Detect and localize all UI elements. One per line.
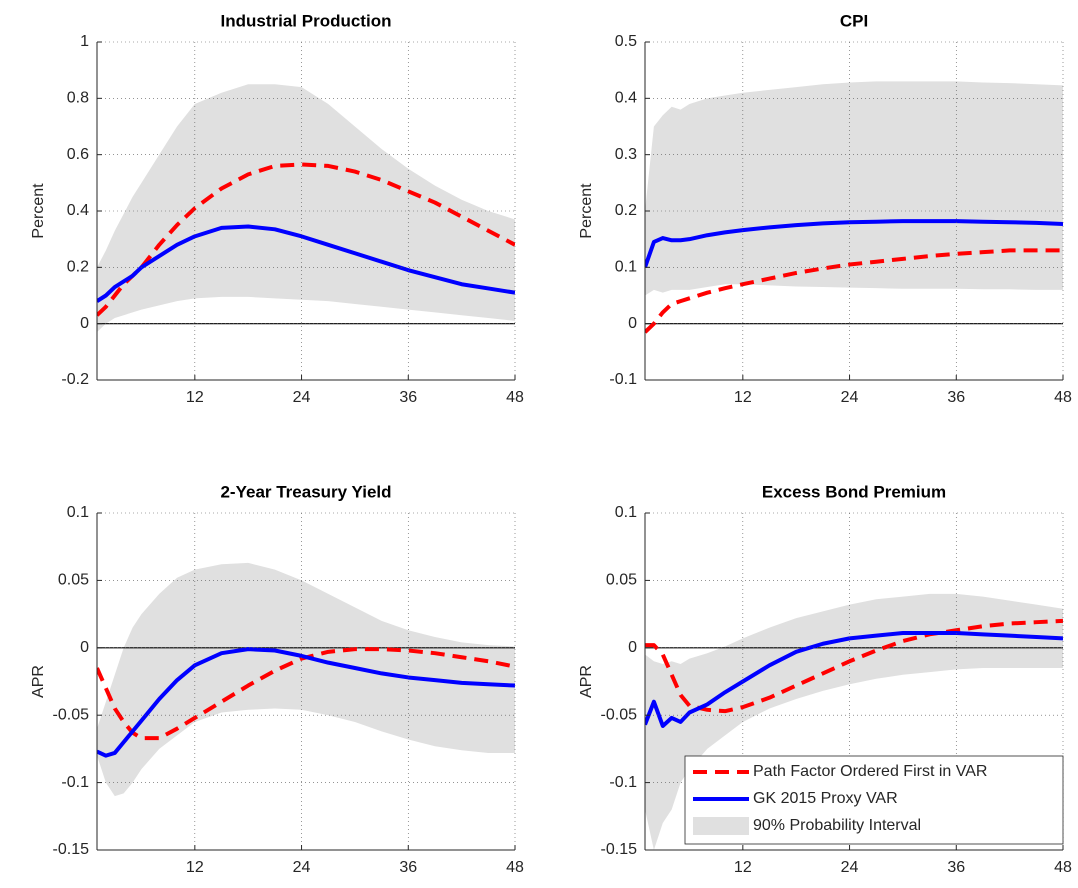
y-tick-label: 0.4 bbox=[615, 90, 637, 107]
legend-label: GK 2015 Proxy VAR bbox=[753, 790, 898, 807]
y-tick-label: 0.2 bbox=[615, 202, 637, 219]
y-axis-label: Percent bbox=[578, 183, 595, 239]
subplot: -0.15 -0.1 -0.05 0 0.05 0.1 12 24 36 48 Excess Bon… bbox=[578, 482, 1072, 876]
x-tick-label: 36 bbox=[947, 389, 965, 406]
subplot-title: Industrial Production bbox=[221, 11, 392, 30]
y-tick-label: 0.6 bbox=[67, 146, 89, 163]
y-tick-label: -0.05 bbox=[601, 706, 638, 723]
y-tick-label: -0.15 bbox=[53, 841, 90, 858]
y-tick-label: 0.3 bbox=[615, 146, 637, 163]
y-tick-label: -0.2 bbox=[61, 371, 89, 388]
y-tick-label: 0 bbox=[80, 315, 89, 332]
y-tick-label: 0.1 bbox=[615, 259, 637, 276]
y-tick-label: 0.05 bbox=[606, 572, 637, 589]
y-tick-label: 0 bbox=[80, 639, 89, 656]
subplot-title: Excess Bond Premium bbox=[762, 482, 946, 501]
y-tick-label: -0.15 bbox=[601, 841, 638, 858]
x-tick-label: 48 bbox=[506, 389, 524, 406]
y-tick-label: 0 bbox=[628, 639, 637, 656]
subplot-title: 2-Year Treasury Yield bbox=[220, 482, 391, 501]
series-line bbox=[645, 618, 1063, 714]
x-tick-label: 12 bbox=[186, 389, 204, 406]
y-axis-label: Percent bbox=[30, 183, 47, 239]
probability-band bbox=[97, 84, 515, 333]
series-line bbox=[645, 219, 1063, 268]
y-tick-label: 1 bbox=[80, 33, 89, 50]
y-axis-label: APR bbox=[30, 665, 47, 698]
x-tick-label: 48 bbox=[1054, 389, 1072, 406]
legend-label: 90% Probability Interval bbox=[753, 817, 921, 834]
y-tick-label: -0.1 bbox=[61, 774, 89, 791]
subplot: -0.1 0 0.1 0.2 0.3 0.4 0.5 12 24 36 48 CPI Percent bbox=[578, 11, 1072, 406]
probability-band bbox=[645, 81, 1063, 296]
y-tick-label: -0.05 bbox=[53, 706, 90, 723]
legend-swatch bbox=[693, 817, 749, 835]
y-tick-label: 0.5 bbox=[615, 33, 637, 50]
x-tick-label: 36 bbox=[399, 389, 417, 406]
subplot-title: CPI bbox=[840, 11, 868, 30]
y-tick-label: 0.8 bbox=[67, 90, 89, 107]
subplot: -0.2 0 0.2 0.4 0.6 0.8 1 12 24 36 48 Industrial Pro… bbox=[30, 11, 524, 406]
y-tick-label: -0.1 bbox=[609, 371, 637, 388]
x-tick-label: 36 bbox=[399, 859, 417, 876]
y-tick-label: 0.1 bbox=[67, 504, 89, 521]
x-tick-label: 12 bbox=[734, 389, 752, 406]
series-line bbox=[645, 630, 1063, 728]
legend-label: Path Factor Ordered First in VAR bbox=[753, 763, 987, 780]
subplot: -0.15 -0.1 -0.05 0 0.05 0.1 12 24 36 48 2-Year Tre… bbox=[30, 482, 524, 876]
series-line bbox=[645, 248, 1063, 334]
plot-area bbox=[97, 562, 515, 797]
x-tick-label: 12 bbox=[734, 859, 752, 876]
series-line bbox=[97, 647, 515, 741]
probability-band bbox=[645, 593, 1063, 850]
x-tick-label: 36 bbox=[947, 859, 965, 876]
series-line bbox=[97, 224, 515, 303]
x-tick-label: 12 bbox=[186, 859, 204, 876]
probability-band bbox=[97, 562, 515, 797]
x-tick-label: 24 bbox=[293, 389, 311, 406]
plot-area bbox=[97, 84, 515, 333]
x-tick-label: 24 bbox=[293, 859, 311, 876]
x-tick-label: 48 bbox=[1054, 859, 1072, 876]
plot-area bbox=[645, 81, 1063, 334]
y-tick-label: 0.1 bbox=[615, 504, 637, 521]
y-tick-label: 0.05 bbox=[58, 572, 89, 589]
y-axis-label: APR bbox=[578, 665, 595, 698]
x-tick-label: 24 bbox=[841, 389, 859, 406]
y-tick-label: -0.1 bbox=[609, 774, 637, 791]
x-tick-label: 48 bbox=[506, 859, 524, 876]
y-tick-label: 0 bbox=[628, 315, 637, 332]
x-tick-label: 24 bbox=[841, 859, 859, 876]
series-line bbox=[97, 647, 515, 758]
y-tick-label: 0.2 bbox=[67, 259, 89, 276]
y-tick-label: 0.4 bbox=[67, 202, 89, 219]
